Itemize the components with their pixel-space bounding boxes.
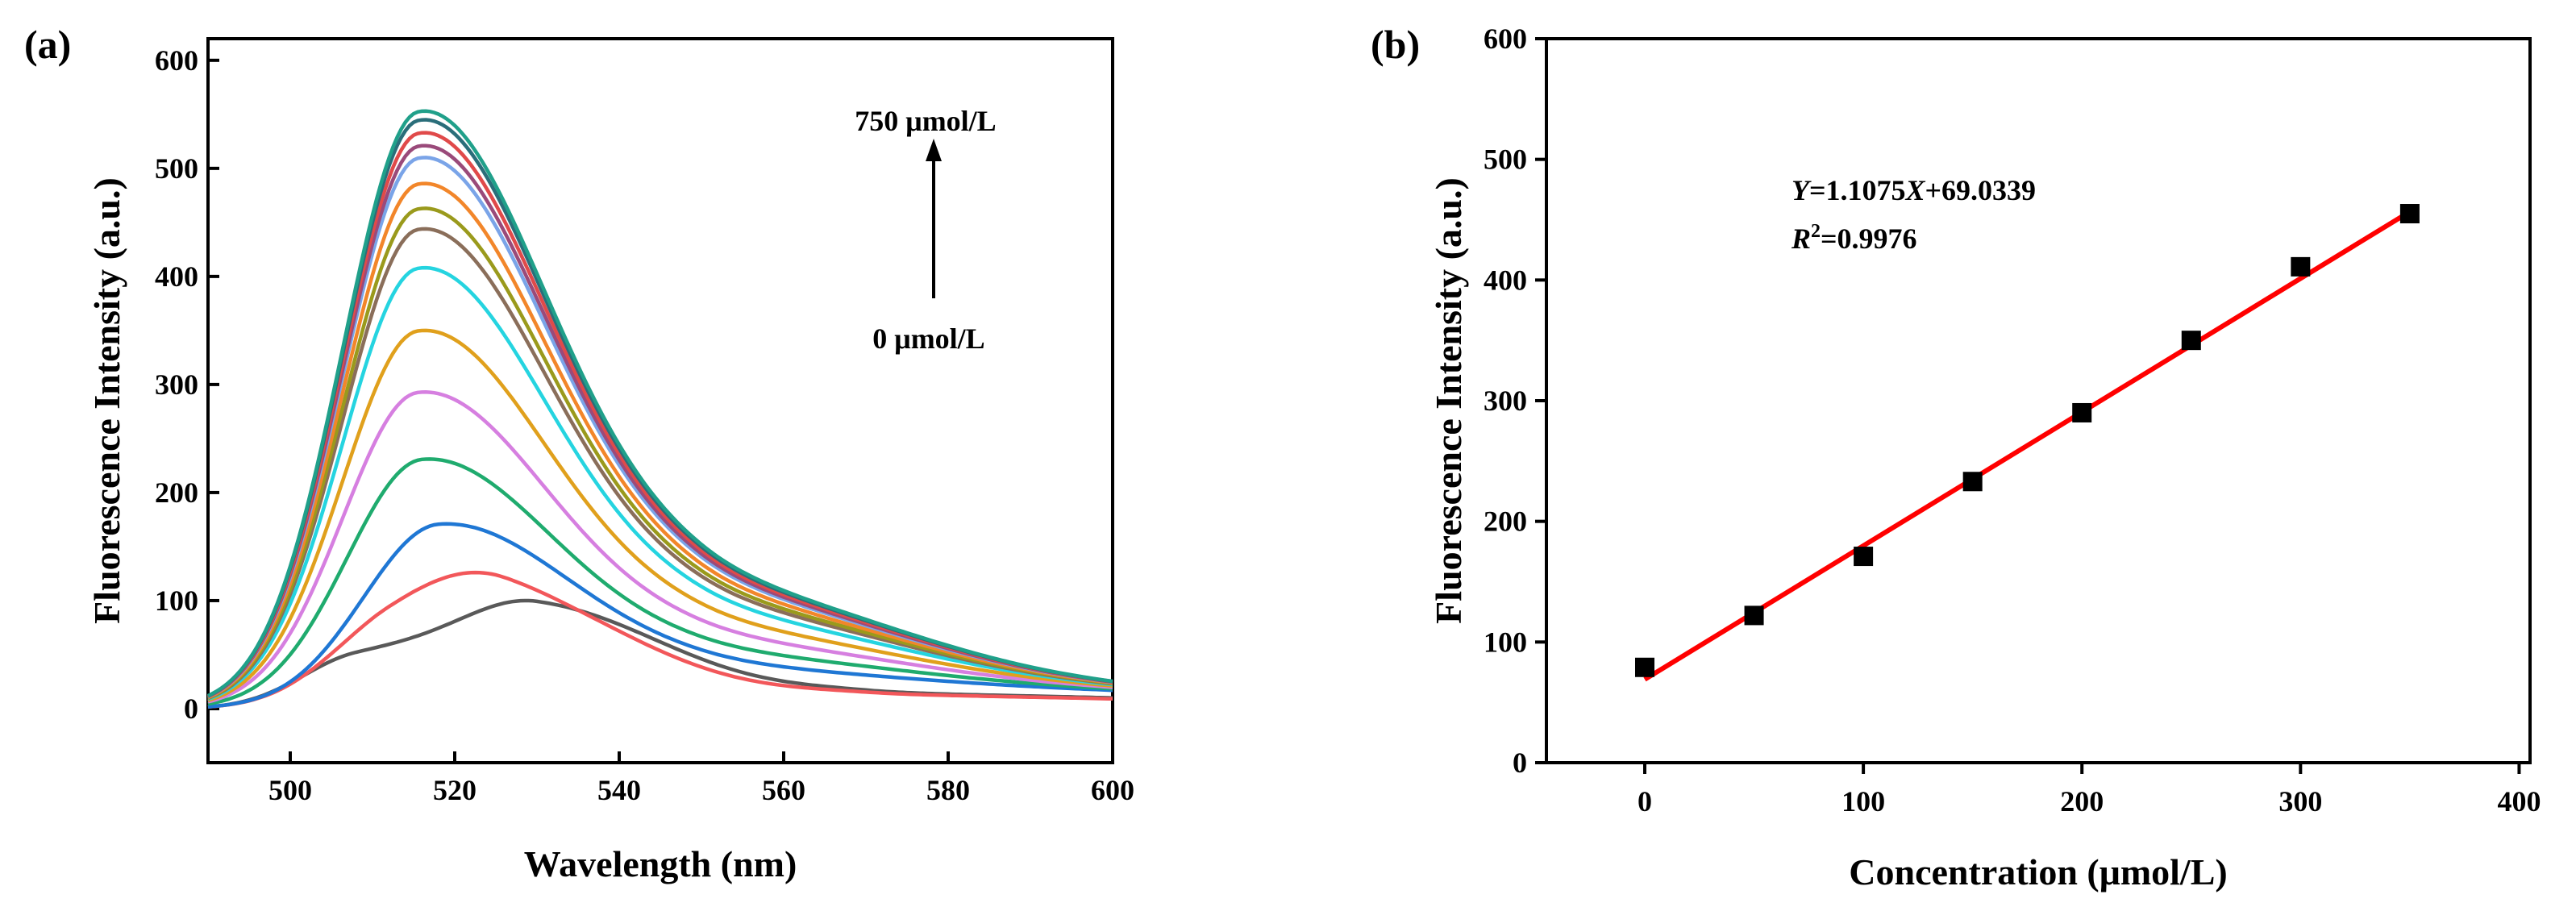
- annotation-bottom: 0 μmol/L: [872, 322, 984, 355]
- y-tick-label: 0: [184, 693, 198, 725]
- equation-intercept: +69.0339: [1925, 174, 2037, 206]
- panel-b-x-ticks: 0 100 200 300 400: [1638, 763, 2541, 818]
- x-tick-label: 580: [926, 774, 970, 806]
- square-marker-icon: [2399, 204, 2420, 224]
- spectrum-line-9: [207, 206, 1113, 700]
- panel-b-plot-frame: [1545, 37, 2532, 764]
- x-tick-label: 300: [2278, 785, 2322, 818]
- spectrum-line-2: [207, 570, 1113, 709]
- equation-slope: =1.1075: [1809, 174, 1906, 206]
- y-tick-label: 300: [155, 368, 198, 401]
- panel-a: (a) 500 520 540 560 580 600 0 100 200 300 400 500 6…: [24, 22, 1134, 884]
- x-tick-label: 400: [2497, 785, 2541, 818]
- y-tick-label: 600: [1484, 23, 1527, 55]
- spectrum-line-3: [207, 522, 1113, 709]
- panel-b-label: (b): [1371, 22, 1420, 67]
- equation-y: Y: [1792, 174, 1812, 206]
- y-tick-label: 400: [155, 260, 198, 293]
- fit-line: [1643, 209, 2412, 682]
- r-squared-value: =0.9976: [1821, 223, 1917, 255]
- spectrum-line-6: [207, 328, 1113, 703]
- x-tick-label: 540: [597, 774, 641, 806]
- panel-a-y-axis-title: Fluorescence Intensity (a.u.): [86, 177, 127, 624]
- panel-a-series-group: [207, 109, 1113, 709]
- square-marker-icon: [2291, 256, 2311, 277]
- x-tick-label: 500: [268, 774, 312, 806]
- square-marker-icon: [2181, 331, 2201, 351]
- spectrum-line-7: [207, 265, 1113, 701]
- y-tick-label: 0: [1513, 747, 1527, 779]
- panel-a-plot-frame: [206, 37, 1114, 764]
- y-tick-label: 400: [1484, 264, 1527, 296]
- x-tick-label: 600: [1091, 774, 1134, 806]
- up-arrow-icon: [926, 139, 942, 161]
- panel-b-y-axis-title: Fluorescence Intensity (a.u.): [1428, 177, 1469, 624]
- y-tick-label: 300: [1484, 385, 1527, 417]
- fit-equation: Y=1.1075X+69.0339: [1792, 174, 2036, 206]
- equation-x: X: [1905, 174, 1926, 206]
- spectrum-line-15: [207, 109, 1113, 698]
- square-marker-icon: [2072, 402, 2092, 422]
- panel-a-label: (a): [24, 22, 71, 67]
- x-tick-label: 560: [762, 774, 805, 806]
- annotation-top: 750 μmol/L: [855, 105, 996, 137]
- r-squared: R2=0.9976: [1791, 221, 1917, 255]
- panel-a-x-ticks: 500 520 540 560 580 600: [268, 751, 1134, 806]
- spectrum-line-5: [207, 390, 1113, 704]
- y-tick-label: 200: [1484, 506, 1527, 538]
- y-tick-label: 100: [1484, 626, 1527, 658]
- square-marker-icon: [1854, 547, 1874, 567]
- y-tick-label: 500: [155, 152, 198, 185]
- square-marker-icon: [1635, 657, 1654, 677]
- r-squared-r: R: [1791, 223, 1811, 255]
- x-tick-label: 520: [433, 774, 476, 806]
- spectrum-line-4: [207, 457, 1113, 706]
- square-marker-icon: [1744, 605, 1764, 626]
- panel-a-y-ticks: 0 100 200 300 400 500 600: [155, 44, 219, 725]
- x-tick-label: 0: [1638, 785, 1652, 818]
- panel-b-points: [1635, 204, 2420, 677]
- y-tick-label: 100: [155, 585, 198, 617]
- panel-a-x-axis-title: Wavelength (nm): [524, 843, 797, 884]
- x-tick-label: 200: [2060, 785, 2104, 818]
- y-tick-label: 600: [155, 44, 198, 77]
- y-tick-label: 500: [1484, 144, 1527, 176]
- x-tick-label: 100: [1841, 785, 1885, 818]
- panel-b-y-ticks: 0 100 200 300 400 500 600: [1484, 23, 1546, 779]
- r-squared-sup: 2: [1811, 221, 1821, 242]
- spectrum-line-10: [207, 181, 1113, 700]
- square-marker-icon: [1962, 472, 1983, 492]
- panel-b-x-axis-title: Concentration (μmol/L): [1849, 851, 2227, 892]
- y-tick-label: 200: [155, 476, 198, 509]
- spectrum-line-11: [207, 156, 1113, 699]
